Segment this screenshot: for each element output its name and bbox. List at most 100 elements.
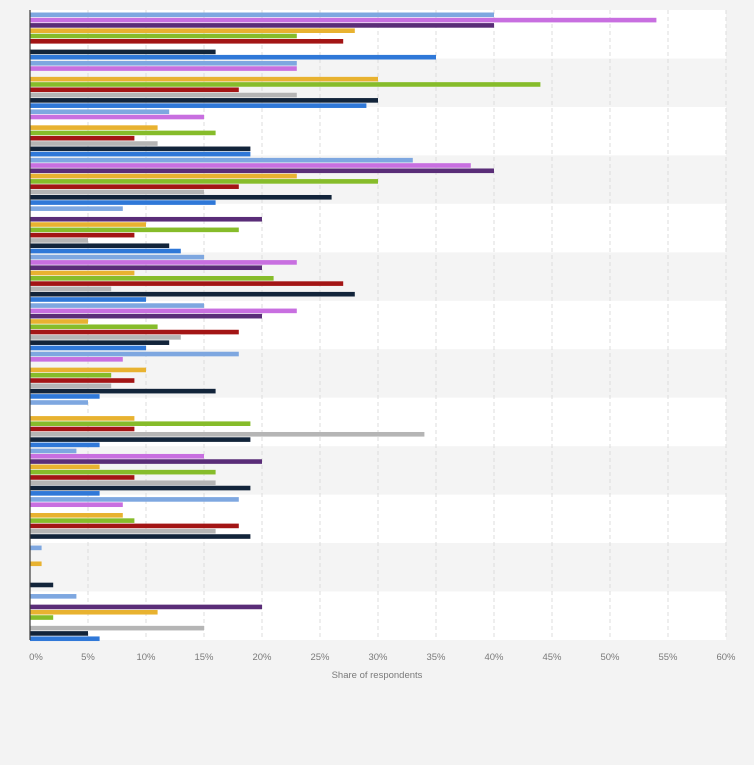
bar bbox=[30, 625, 204, 631]
bar bbox=[30, 631, 88, 636]
bar bbox=[30, 497, 239, 502]
bar bbox=[30, 545, 42, 551]
bar bbox=[30, 194, 332, 200]
x-tick-label: 45% bbox=[542, 652, 562, 663]
bar bbox=[30, 459, 262, 464]
bar bbox=[30, 513, 123, 518]
bar bbox=[30, 206, 123, 211]
bar bbox=[30, 518, 135, 523]
bar bbox=[30, 243, 170, 249]
bar bbox=[30, 388, 216, 394]
bar bbox=[30, 480, 216, 486]
bar bbox=[30, 609, 158, 615]
bar bbox=[30, 582, 54, 588]
bar bbox=[30, 17, 657, 23]
bar bbox=[30, 238, 88, 243]
bar bbox=[30, 448, 77, 454]
bar bbox=[30, 260, 297, 265]
bar bbox=[30, 416, 135, 421]
bar bbox=[30, 400, 88, 405]
bar bbox=[30, 276, 274, 281]
bar bbox=[30, 594, 77, 599]
bar bbox=[30, 98, 378, 103]
bar bbox=[30, 324, 158, 330]
bar bbox=[30, 114, 204, 120]
bar bbox=[30, 179, 378, 184]
x-tick-label: 25% bbox=[310, 652, 330, 663]
bar bbox=[30, 303, 204, 308]
bar bbox=[30, 135, 135, 141]
bar bbox=[30, 270, 135, 276]
bar bbox=[30, 227, 239, 233]
x-tick-label: 40% bbox=[484, 652, 504, 663]
bar bbox=[30, 12, 494, 18]
bar bbox=[30, 87, 239, 93]
bar bbox=[30, 184, 239, 189]
bar bbox=[30, 130, 216, 136]
bar bbox=[30, 54, 436, 60]
bar bbox=[30, 254, 204, 260]
x-tick-label: 30% bbox=[368, 652, 388, 663]
bar bbox=[30, 28, 355, 33]
bar bbox=[30, 76, 378, 82]
bar bbox=[30, 453, 204, 459]
bar bbox=[30, 189, 204, 195]
x-tick-label: 15% bbox=[194, 652, 214, 663]
bar bbox=[30, 502, 123, 508]
bar bbox=[30, 357, 123, 362]
bar bbox=[30, 426, 135, 432]
bar bbox=[30, 351, 239, 357]
bar bbox=[30, 39, 344, 44]
bar bbox=[30, 442, 100, 448]
x-tick-label: 55% bbox=[658, 652, 678, 663]
bar bbox=[30, 125, 158, 130]
bar bbox=[30, 308, 297, 314]
bar bbox=[30, 523, 239, 529]
bar bbox=[30, 33, 297, 39]
bar bbox=[30, 421, 251, 426]
x-tick-label: 35% bbox=[426, 652, 446, 663]
x-tick-label: 5% bbox=[81, 652, 95, 663]
bar bbox=[30, 636, 100, 642]
bar bbox=[30, 82, 541, 87]
bar bbox=[30, 604, 262, 610]
bar bbox=[30, 222, 146, 227]
bar bbox=[30, 265, 262, 271]
bar bbox=[30, 173, 297, 179]
x-axis-label: Share of respondents bbox=[332, 670, 423, 681]
bar bbox=[30, 297, 146, 302]
bar bbox=[30, 329, 239, 335]
x-tick-labels: 0% 5% 10% 15% 20% 25% 30% 35% 40% 45% 50% 55% 60% bbox=[29, 652, 736, 663]
bar bbox=[30, 367, 146, 373]
bar bbox=[30, 475, 135, 480]
bar bbox=[30, 157, 413, 163]
bar bbox=[30, 561, 42, 567]
bar bbox=[30, 340, 170, 345]
bar bbox=[30, 615, 54, 620]
bar bbox=[30, 378, 135, 383]
bar bbox=[30, 103, 367, 108]
bar bbox=[30, 92, 297, 98]
bars bbox=[30, 12, 657, 642]
bar bbox=[30, 437, 251, 442]
bar bbox=[30, 491, 100, 496]
bar bbox=[30, 345, 146, 351]
bar bbox=[30, 534, 251, 539]
x-tick-label: 60% bbox=[716, 652, 736, 663]
bar bbox=[30, 372, 112, 378]
bar bbox=[30, 232, 135, 238]
x-tick-label: 20% bbox=[252, 652, 272, 663]
bar bbox=[30, 23, 494, 28]
bar bbox=[30, 200, 216, 205]
bar bbox=[30, 281, 344, 286]
bar bbox=[30, 313, 262, 319]
bar bbox=[30, 141, 158, 146]
bar bbox=[30, 291, 355, 297]
x-tick-label: 0% bbox=[29, 652, 43, 663]
bar bbox=[30, 383, 112, 389]
x-tick-label: 10% bbox=[136, 652, 156, 663]
bar bbox=[30, 109, 170, 115]
bar bbox=[30, 60, 297, 66]
